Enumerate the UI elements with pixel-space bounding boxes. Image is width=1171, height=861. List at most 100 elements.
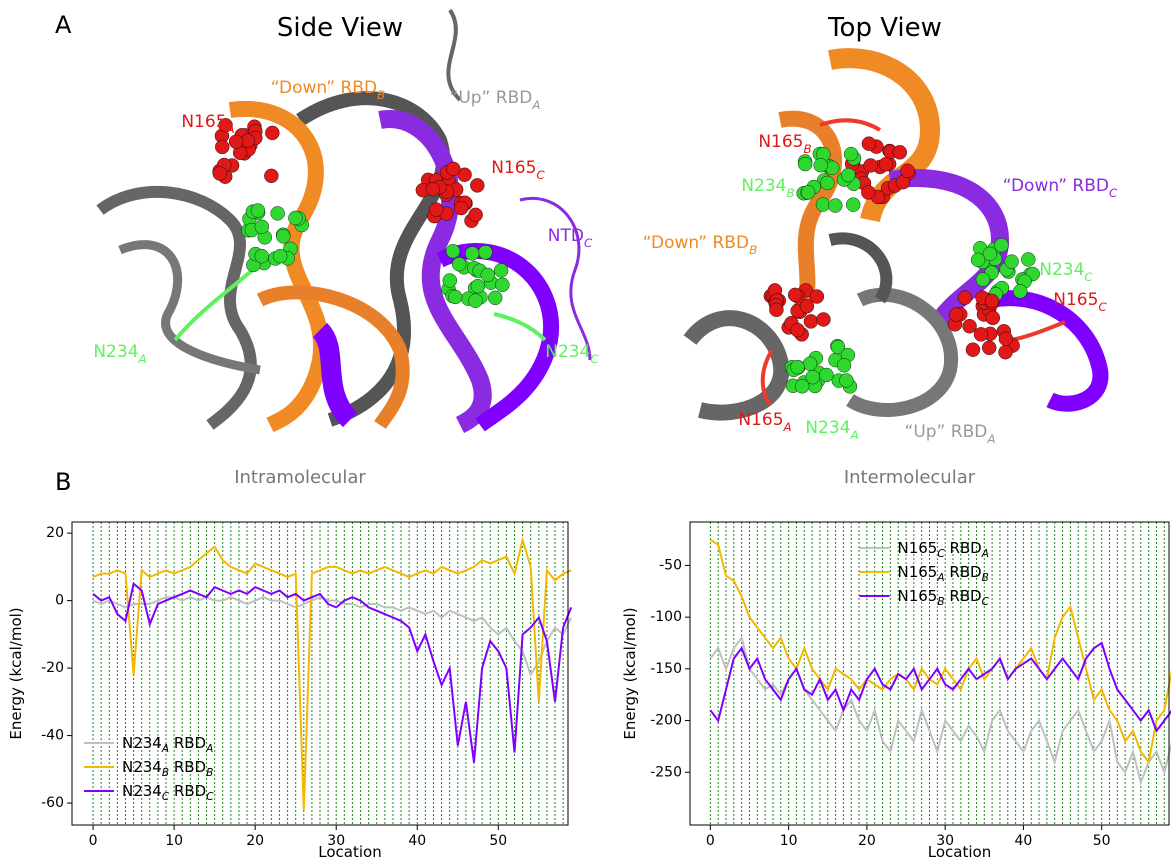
- structure-label: N165B: [758, 132, 811, 156]
- atom: [446, 161, 461, 177]
- x-tick-label: 30: [936, 833, 954, 849]
- x-tick-label: 10: [780, 833, 798, 849]
- atom: [265, 125, 280, 141]
- atom: [457, 167, 472, 182]
- atom: [861, 185, 876, 200]
- atom: [982, 246, 998, 262]
- panel-label: A: [55, 11, 72, 39]
- atom: [264, 168, 279, 184]
- y-tick-label: -20: [41, 660, 64, 676]
- structure-label: N165C: [1053, 290, 1107, 314]
- line-chart: Intermolecular Location Energy (kcal/mol) 0…: [621, 467, 1171, 861]
- atom: [813, 158, 828, 173]
- atom: [861, 136, 877, 151]
- y-tick-label: -50: [659, 557, 682, 573]
- atom: [465, 246, 480, 261]
- atom: [802, 356, 818, 371]
- atom: [451, 257, 467, 272]
- series-line: [709, 641, 1171, 733]
- y-tick-label: 20: [46, 525, 64, 541]
- atom: [470, 178, 485, 193]
- y-tick-label: -100: [650, 609, 682, 625]
- atom: [478, 245, 493, 260]
- atom: [957, 290, 973, 305]
- atom: [799, 299, 815, 314]
- atom: [994, 238, 1009, 253]
- atom: [982, 340, 997, 355]
- atom: [800, 185, 816, 200]
- atom: [790, 322, 805, 338]
- y-tick-label: -150: [650, 661, 682, 677]
- atom: [998, 345, 1013, 360]
- atom: [453, 200, 469, 216]
- atom: [425, 181, 441, 197]
- view-title: Top View: [827, 13, 942, 43]
- atom: [998, 331, 1014, 347]
- atom: [228, 134, 244, 149]
- atom: [1004, 254, 1019, 269]
- atom: [985, 310, 1001, 326]
- structure-label: NTDC: [548, 226, 593, 250]
- atom: [805, 369, 820, 385]
- structure-label: N234A: [805, 418, 858, 442]
- atom: [1021, 252, 1036, 267]
- x-tick-label: 50: [489, 833, 507, 849]
- x-tick-label: 40: [408, 833, 426, 849]
- atom: [962, 319, 977, 334]
- structure-label: N234B: [741, 176, 794, 200]
- structure-label: N234C: [545, 342, 599, 366]
- y-tick-label: -200: [650, 713, 682, 729]
- chart-title: Intermolecular: [844, 467, 976, 488]
- y-tick-label: -60: [41, 795, 64, 811]
- atom: [250, 203, 266, 218]
- atom: [480, 267, 495, 283]
- atom: [984, 293, 1000, 309]
- atom: [816, 312, 831, 327]
- plot-frame: [689, 521, 1170, 826]
- y-axis-label: Energy (kcal/mol): [621, 607, 639, 739]
- atom: [948, 307, 964, 322]
- x-tick-label: 20: [246, 833, 264, 849]
- legend-label: N165A RBDB: [898, 563, 989, 585]
- atom: [493, 263, 509, 278]
- atom: [470, 278, 486, 294]
- structure-label: N165A: [738, 410, 791, 434]
- legend-label: N165C RBDA: [898, 539, 989, 561]
- structure-label: “Down” RBDC: [1003, 176, 1118, 200]
- structure-label: “Up” RBDA: [450, 88, 541, 112]
- series-line: [92, 536, 572, 810]
- view-title: Side View: [277, 13, 403, 43]
- atom: [797, 156, 813, 172]
- x-tick-label: 0: [89, 833, 98, 849]
- atom: [215, 139, 230, 155]
- structure-label: “Down” RBDB: [643, 233, 757, 257]
- atom: [975, 272, 991, 287]
- atom: [273, 248, 288, 264]
- atom: [892, 145, 908, 160]
- atom: [468, 293, 483, 308]
- y-tick-label: -40: [41, 728, 64, 744]
- atom: [276, 229, 291, 244]
- atom: [790, 359, 805, 375]
- atom: [254, 248, 269, 264]
- atom: [1013, 284, 1028, 299]
- legend-label: N234B RBDB: [122, 758, 213, 780]
- legend-label: N234A RBDA: [122, 734, 213, 756]
- structure-label: N234A: [93, 342, 146, 366]
- atom: [442, 273, 457, 288]
- atom: [488, 290, 503, 306]
- atom: [787, 287, 803, 303]
- atom: [840, 167, 856, 183]
- atom: [288, 210, 303, 226]
- x-axis-label: Location: [318, 843, 381, 861]
- atom: [218, 118, 233, 133]
- y-axis-label: Energy (kcal/mol): [7, 607, 25, 739]
- atom: [795, 379, 810, 394]
- legend-label: N234C RBDC: [122, 782, 214, 804]
- x-tick-label: 10: [165, 833, 183, 849]
- structure-label: N234C: [1039, 260, 1093, 284]
- x-axis-label: Location: [928, 843, 991, 861]
- atom: [468, 207, 483, 223]
- atom: [836, 358, 852, 373]
